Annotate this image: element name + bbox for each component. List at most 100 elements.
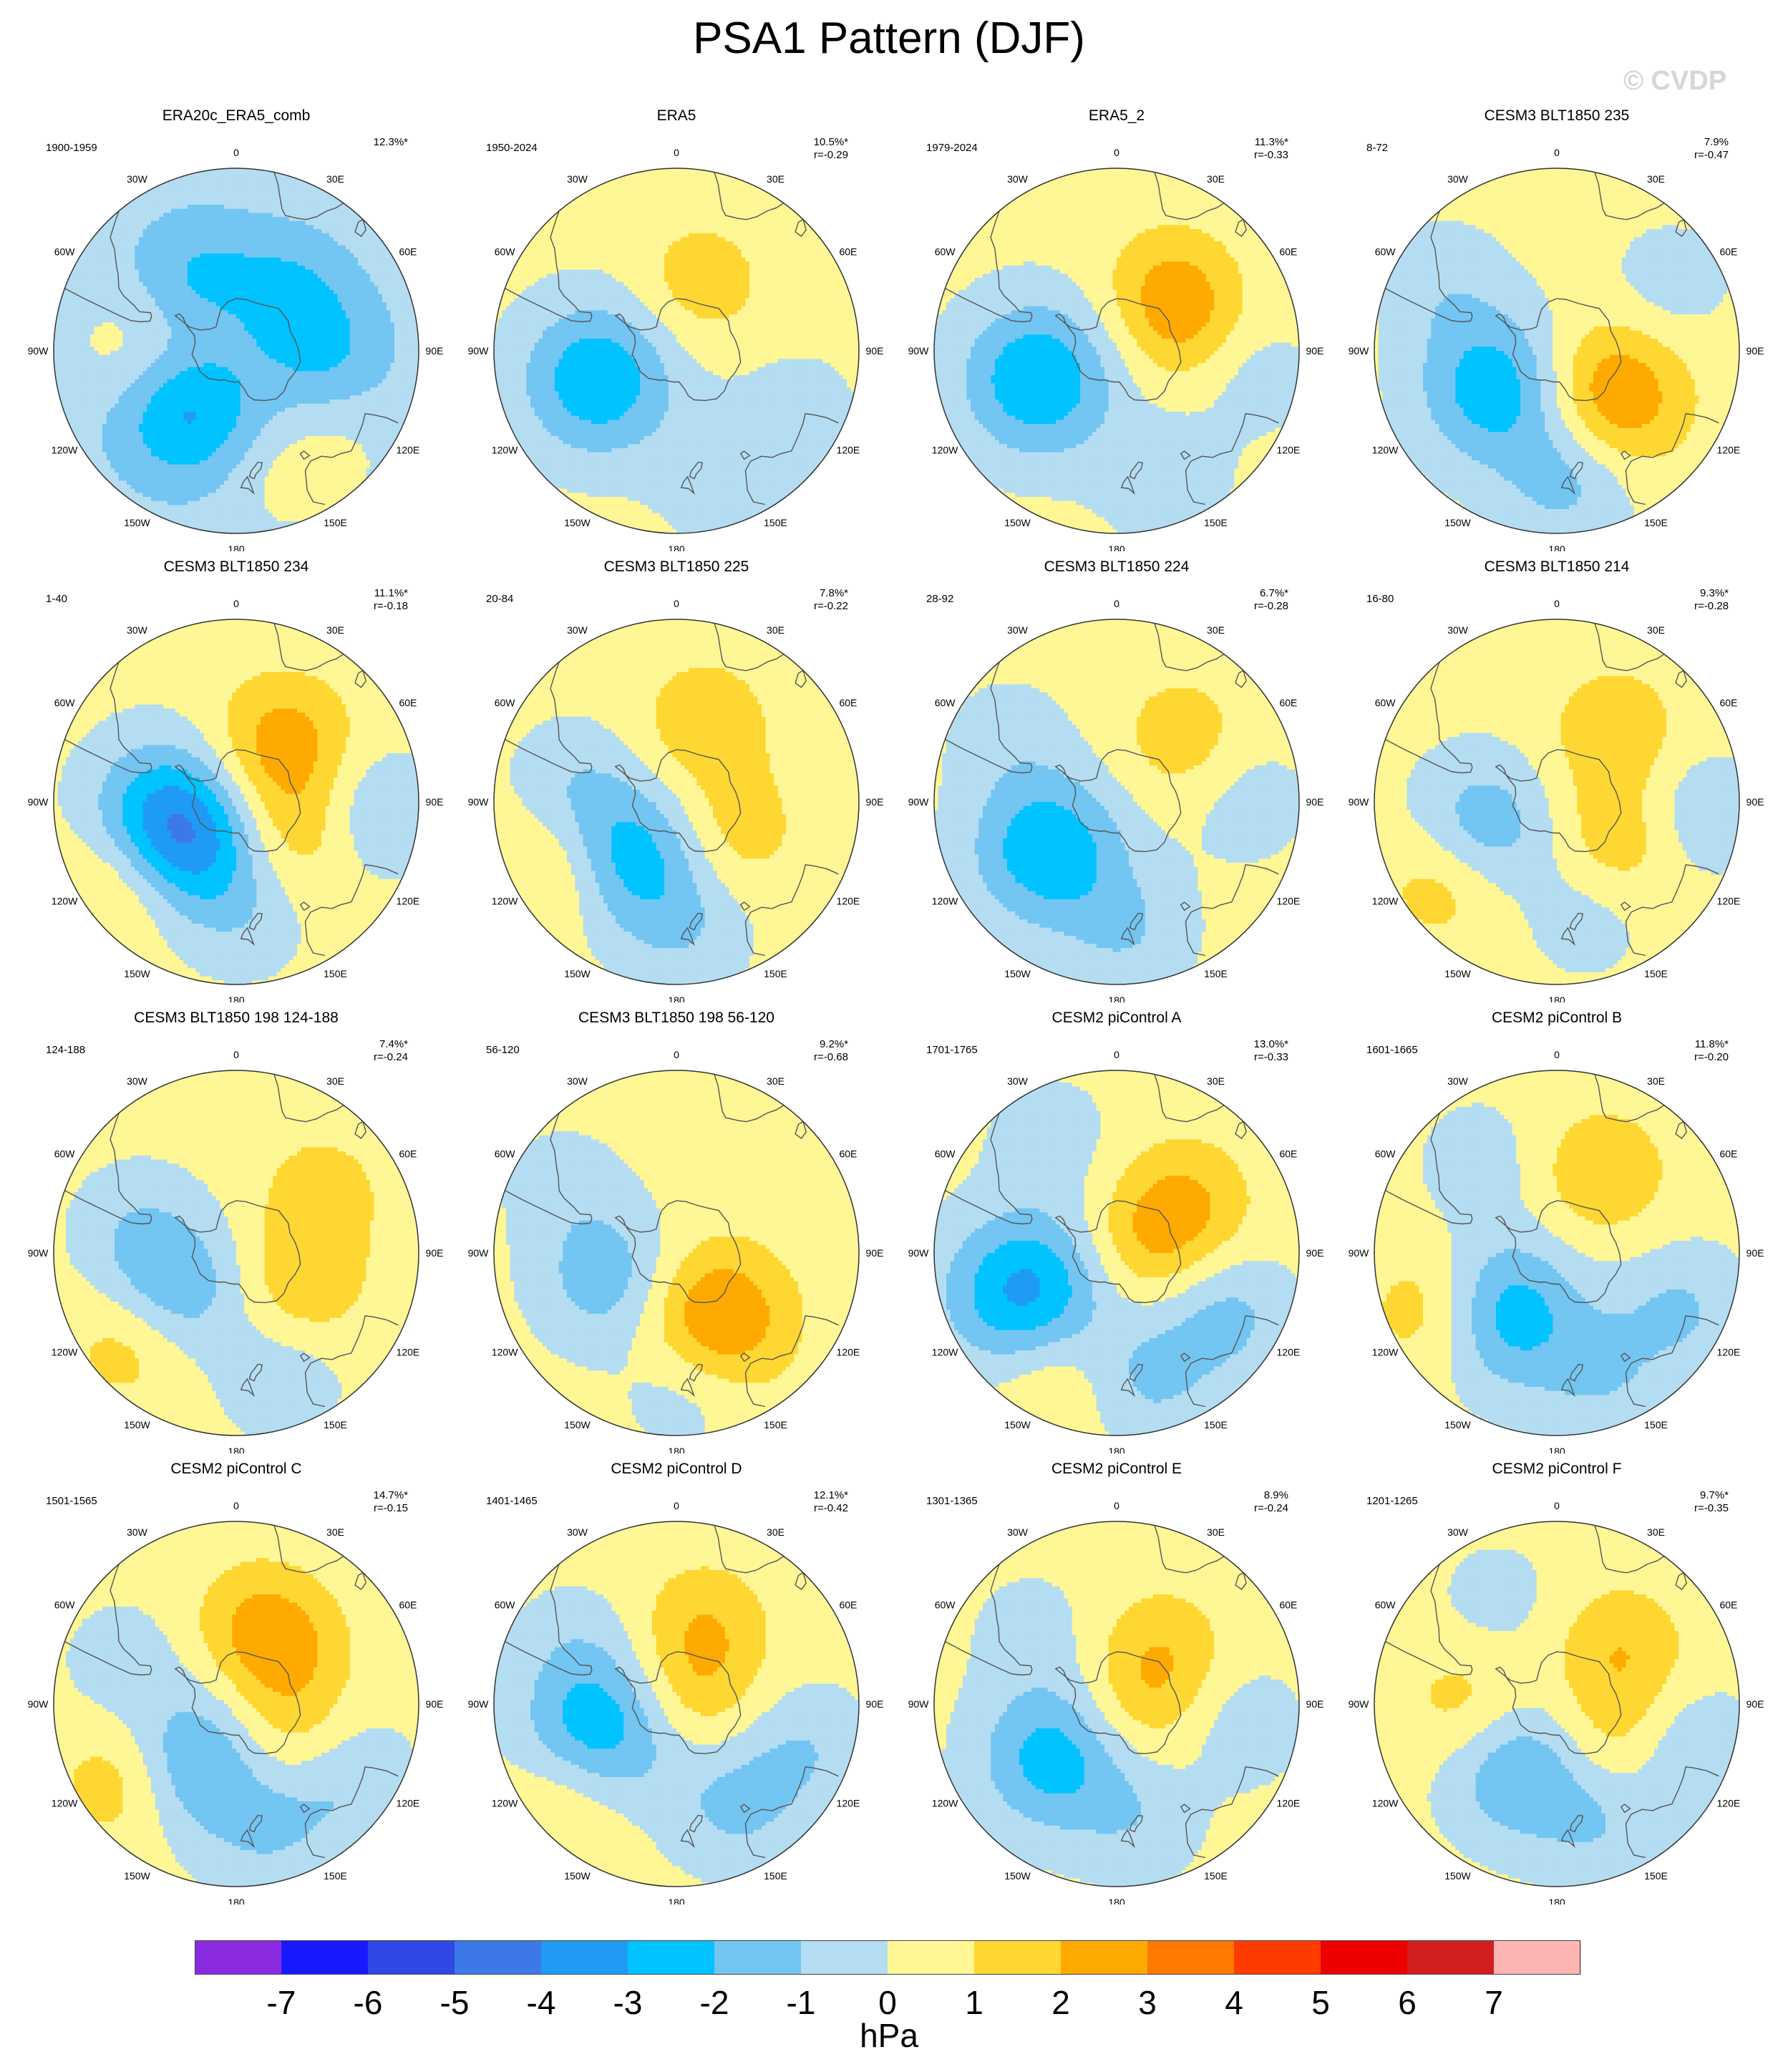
- field-cell: [143, 270, 147, 274]
- field-cell: [183, 375, 188, 379]
- field-cell: [204, 273, 208, 278]
- field-cell: [131, 282, 135, 286]
- field-cell: [127, 351, 131, 355]
- field-cell: [159, 383, 163, 387]
- field-cell: [220, 424, 224, 428]
- field-cell: [159, 404, 163, 408]
- field-cell: [208, 282, 212, 286]
- field-cell: [188, 253, 192, 258]
- field-cell: [281, 185, 285, 189]
- field-cell: [54, 395, 58, 400]
- field-cell: [195, 355, 200, 359]
- field-cell: [305, 334, 309, 339]
- field-cell: [244, 331, 248, 335]
- field-cell: [341, 404, 346, 408]
- field-cell: [366, 326, 370, 331]
- field-cell: [289, 209, 293, 213]
- field-cell: [167, 261, 172, 266]
- field-cell: [265, 298, 269, 302]
- field-cell: [305, 286, 309, 290]
- field-cell: [188, 197, 192, 201]
- field-cell: [273, 310, 277, 314]
- field-cell: [224, 278, 228, 282]
- field-cell: [86, 261, 90, 266]
- field-cell: [341, 273, 346, 278]
- field-cell: [143, 205, 147, 209]
- field-cell: [122, 371, 127, 375]
- field-cell: [378, 343, 382, 347]
- field-cell: [115, 351, 119, 355]
- field-cell: [127, 339, 131, 343]
- field-cell: [341, 363, 346, 367]
- field-cell: [183, 193, 188, 197]
- field-cell: [394, 270, 399, 274]
- field-cell: [309, 273, 314, 278]
- field-cell: [297, 200, 301, 205]
- field-cell: [86, 387, 90, 392]
- field-cell: [163, 400, 167, 404]
- field-cell: [261, 282, 265, 286]
- field-cell: [159, 347, 163, 351]
- field-cell: [248, 379, 253, 384]
- field-cell: [147, 347, 151, 351]
- field-cell: [208, 233, 212, 238]
- field-cell: [180, 363, 184, 367]
- field-cell: [110, 375, 115, 379]
- field-cell: [362, 359, 366, 363]
- field-cell: [317, 302, 321, 306]
- field-cell: [236, 294, 241, 299]
- field-cell: [248, 371, 253, 375]
- field-cell: [139, 273, 143, 278]
- field-cell: [244, 180, 248, 185]
- field-cell: [273, 400, 277, 404]
- field-cell: [281, 217, 285, 221]
- field-cell: [98, 383, 102, 387]
- field-cell: [374, 282, 379, 286]
- field-cell: [200, 249, 204, 253]
- field-cell: [155, 310, 160, 314]
- field-cell: [350, 258, 354, 262]
- field-cell: [387, 278, 391, 282]
- field-cell: [147, 246, 151, 250]
- field-cell: [390, 266, 394, 270]
- field-cell: [180, 213, 184, 217]
- field-cell: [175, 359, 180, 363]
- field-cell: [362, 347, 366, 351]
- field-cell: [183, 334, 188, 339]
- field-cell: [382, 322, 387, 326]
- field-cell: [334, 233, 338, 238]
- field-cell: [309, 416, 314, 420]
- field-cell: [370, 241, 374, 246]
- field-cell: [195, 229, 200, 233]
- field-cell: [110, 420, 115, 424]
- field-cell: [188, 241, 192, 246]
- field-cell: [289, 367, 293, 372]
- field-cell: [289, 404, 293, 408]
- field-cell: [151, 387, 155, 392]
- field-cell: [192, 424, 196, 428]
- field-cell: [341, 258, 346, 262]
- field-cell: [224, 258, 228, 262]
- field-cell: [224, 180, 228, 185]
- field-cell: [175, 339, 180, 343]
- field-cell: [155, 205, 160, 209]
- field-cell: [183, 363, 188, 367]
- field-cell: [297, 233, 301, 238]
- field-cell: [167, 395, 172, 400]
- field-cell: [220, 286, 224, 290]
- field-cell: [293, 185, 297, 189]
- field-cell: [281, 383, 285, 387]
- field-cell: [171, 326, 175, 331]
- field-cell: [102, 298, 107, 302]
- field-cell: [297, 310, 301, 314]
- field-cell: [167, 407, 172, 412]
- field-cell: [94, 424, 99, 428]
- field-cell: [402, 334, 407, 339]
- field-cell: [188, 334, 192, 339]
- field-cell: [326, 213, 330, 217]
- field-cell: [171, 420, 175, 424]
- field-cell: [94, 347, 99, 351]
- field-cell: [151, 306, 155, 311]
- field-cell: [289, 188, 293, 193]
- field-cell: [256, 404, 261, 408]
